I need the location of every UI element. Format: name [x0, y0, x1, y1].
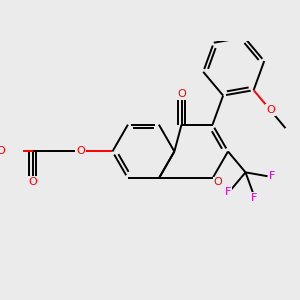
Text: O: O	[76, 146, 85, 156]
Text: F: F	[268, 171, 275, 181]
Text: O: O	[177, 89, 186, 99]
Text: F: F	[250, 193, 257, 203]
Text: O: O	[214, 177, 222, 188]
Text: O: O	[28, 177, 37, 187]
Text: F: F	[224, 187, 231, 197]
Text: O: O	[266, 105, 275, 115]
Text: O: O	[0, 146, 5, 156]
